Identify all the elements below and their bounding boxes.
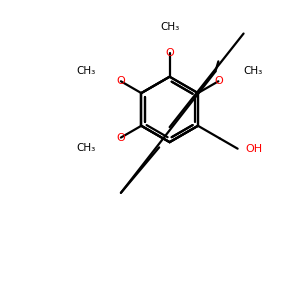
Text: O: O [116,76,125,86]
Text: CH₃: CH₃ [77,66,96,76]
Text: O: O [214,76,223,86]
Text: O: O [116,133,125,142]
Text: CH₃: CH₃ [77,143,96,153]
Text: CH₃: CH₃ [160,22,179,32]
Text: OH: OH [245,144,262,154]
Text: O: O [165,48,174,58]
Text: CH₃: CH₃ [243,66,262,76]
